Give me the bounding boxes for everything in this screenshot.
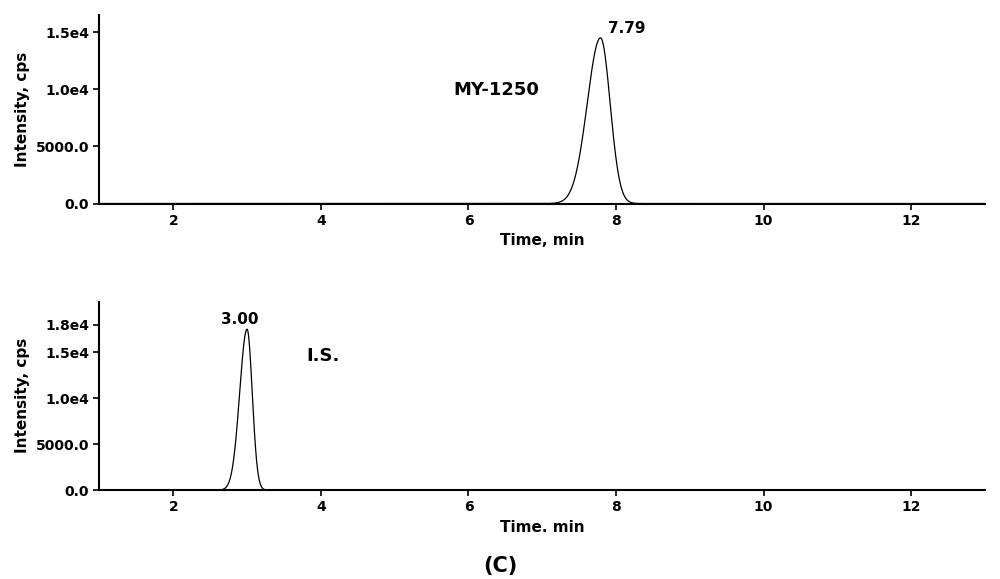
Y-axis label: Intensity, cps: Intensity, cps [15, 338, 30, 453]
X-axis label: Time, min: Time, min [500, 233, 585, 248]
Text: (C): (C) [483, 556, 517, 576]
Text: MY-1250: MY-1250 [454, 81, 540, 99]
X-axis label: Time. min: Time. min [500, 520, 585, 535]
Y-axis label: Intensity, cps: Intensity, cps [15, 52, 30, 167]
Text: 3.00: 3.00 [221, 312, 259, 327]
Text: 7.79: 7.79 [608, 21, 645, 35]
Text: I.S.: I.S. [306, 347, 339, 365]
